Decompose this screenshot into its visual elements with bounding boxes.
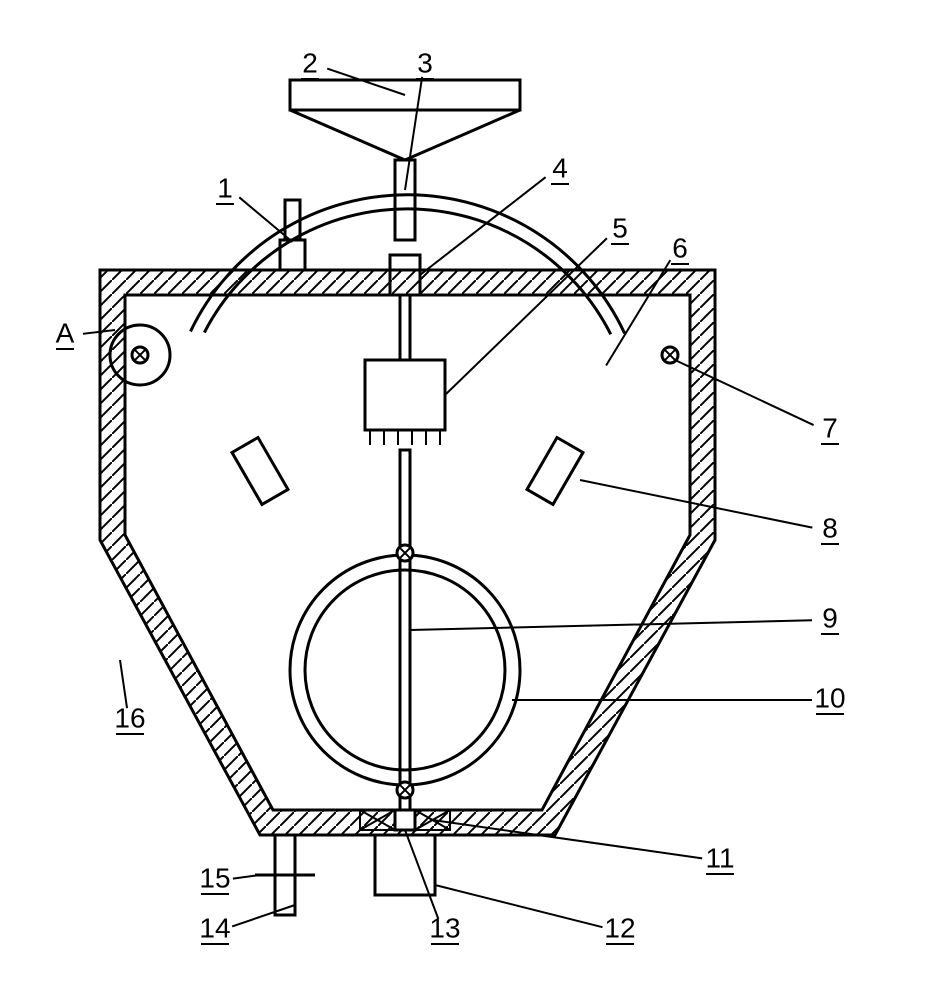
ring-outer — [290, 555, 520, 785]
shaft-upper — [395, 160, 415, 240]
label-2: 2 — [302, 47, 318, 78]
label-9: 9 — [822, 602, 838, 633]
label-10: 10 — [814, 682, 845, 713]
label-4: 4 — [552, 152, 568, 183]
label-5: 5 — [612, 212, 628, 243]
comb — [370, 430, 440, 445]
label-13: 13 — [429, 912, 460, 943]
tab-right — [527, 438, 583, 505]
top-assembly — [290, 80, 520, 445]
block — [365, 360, 445, 430]
label-11: 11 — [705, 842, 734, 873]
label-6: 6 — [672, 232, 688, 263]
label-8: 8 — [822, 512, 838, 543]
label-14: 14 — [199, 912, 230, 943]
label-16: 16 — [114, 702, 145, 733]
shaft-lower — [400, 450, 410, 810]
hopper — [290, 110, 520, 160]
label-12: 12 — [604, 912, 635, 943]
label-7: 7 — [822, 412, 838, 443]
ring-inner — [305, 570, 505, 770]
label-15: 15 — [199, 862, 230, 893]
technical-diagram: A12345678910111213141516 — [0, 0, 942, 1000]
label-3: 3 — [417, 47, 433, 78]
label-1: 1 — [217, 172, 233, 203]
tab-left — [232, 438, 288, 505]
shaft-mid — [400, 295, 410, 360]
label-A: A — [56, 317, 75, 348]
